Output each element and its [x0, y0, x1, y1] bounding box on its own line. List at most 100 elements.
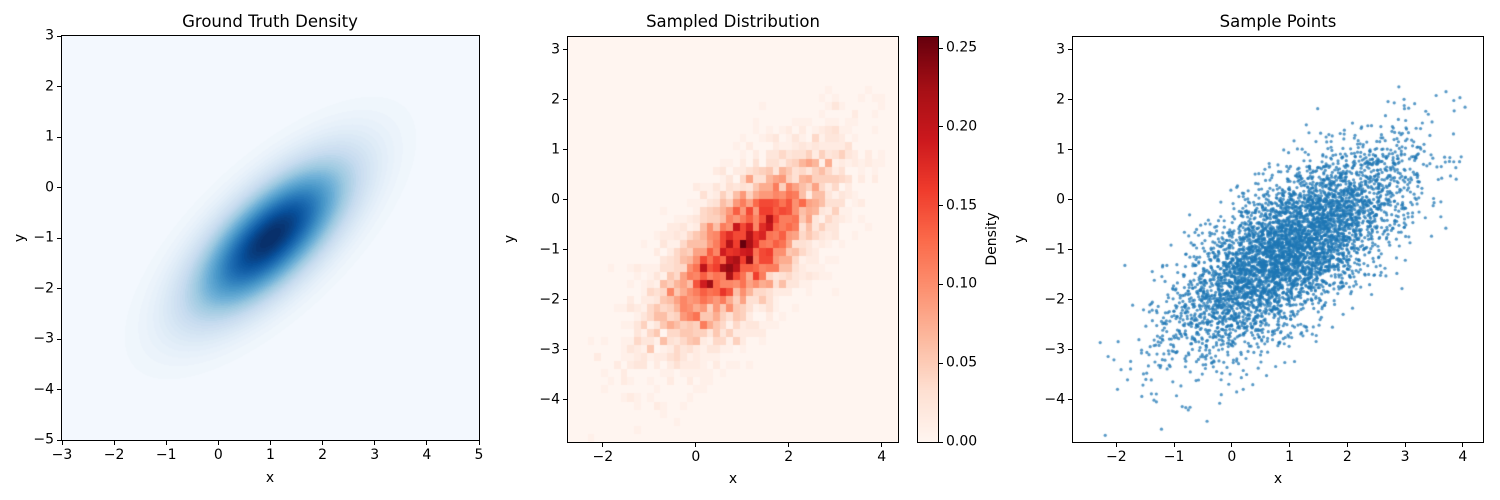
y-tick-mark [57, 86, 61, 87]
y-tick-label: −3 [539, 341, 560, 357]
plot2-xlabel: x [728, 471, 738, 487]
x-tick-label: 4 [1458, 449, 1468, 465]
y-tick-label: −1 [539, 241, 560, 257]
y-tick-label: −2 [539, 291, 560, 307]
x-tick-mark [270, 441, 271, 445]
y-tick-mark [563, 99, 567, 100]
y-tick-mark [1068, 349, 1072, 350]
y-tick-label: 1 [551, 141, 560, 157]
y-tick-label: −2 [33, 280, 54, 296]
x-tick-mark [1289, 443, 1291, 447]
colorbar-tick-label: 0.00 [946, 433, 978, 450]
x-tick-mark [165, 441, 167, 445]
x-tick-mark [1404, 443, 1406, 447]
x-tick-label: 2 [784, 449, 794, 465]
x-tick-mark [1173, 443, 1175, 447]
colorbar-tick-mark [939, 126, 943, 128]
y-tick-label: 3 [1056, 41, 1065, 57]
y-tick-label: −5 [33, 431, 54, 448]
x-tick-label: 0 [213, 447, 223, 463]
x-tick-mark [1115, 443, 1117, 447]
x-tick-label: −2 [592, 449, 614, 465]
y-tick-label: 0 [1056, 191, 1065, 207]
x-tick-mark [61, 441, 63, 445]
y-tick-mark [563, 299, 567, 300]
x-tick-mark [695, 443, 697, 447]
y-tick-mark [57, 389, 61, 390]
y-tick-label: 1 [45, 128, 54, 145]
y-tick-label: 0 [45, 179, 54, 195]
x-tick-label: 4 [877, 449, 887, 465]
x-tick-mark [217, 441, 219, 445]
x-tick-mark [426, 441, 428, 445]
x-tick-label: 3 [370, 447, 380, 463]
y-tick-label: −3 [1044, 341, 1065, 357]
y-tick-mark [563, 199, 567, 200]
x-tick-mark [374, 441, 376, 445]
plot2-ylabel: y [502, 234, 518, 244]
y-tick-label: −4 [539, 391, 560, 407]
plot2-hist2d-canvas [568, 37, 898, 442]
y-tick-mark [563, 399, 567, 400]
y-tick-mark [563, 49, 567, 50]
x-tick-label: −2 [1105, 449, 1127, 465]
colorbar-tick-mark [939, 283, 943, 285]
x-tick-label: −1 [1163, 449, 1185, 465]
plot3-axes [1072, 36, 1484, 443]
y-tick-mark [563, 249, 567, 250]
x-tick-mark [1346, 443, 1348, 447]
y-tick-label: −4 [1044, 391, 1065, 407]
plot1-axes [61, 35, 480, 441]
x-tick-label: 3 [1400, 449, 1410, 465]
plot1-title: Ground Truth Density [182, 12, 358, 31]
plot3-title: Sample Points [1219, 12, 1337, 31]
y-tick-mark [563, 149, 567, 150]
colorbar-tick-label: 0.20 [946, 118, 978, 135]
x-tick-mark [788, 443, 790, 447]
y-tick-label: −2 [1044, 291, 1065, 307]
x-tick-label: −3 [51, 447, 73, 463]
plot2-title: Sampled Distribution [646, 12, 820, 31]
x-tick-mark [1231, 443, 1233, 447]
x-tick-label: 0 [1227, 449, 1237, 465]
y-tick-label: 3 [45, 27, 54, 44]
y-tick-mark [1068, 49, 1072, 50]
y-tick-label: −1 [1044, 241, 1065, 257]
colorbar-label: Density [984, 212, 1000, 266]
plot2-axes [567, 36, 899, 443]
x-tick-mark [322, 441, 324, 445]
y-tick-mark [57, 237, 61, 239]
colorbar-tick-mark [939, 362, 943, 364]
y-tick-label: 2 [45, 78, 54, 94]
y-tick-label: −3 [33, 330, 54, 347]
y-tick-mark [1068, 199, 1072, 200]
colorbar [917, 36, 939, 443]
x-tick-mark [1462, 443, 1464, 447]
x-tick-label: 4 [422, 447, 432, 463]
colorbar-tick-label: 0.15 [946, 197, 978, 214]
y-tick-mark [57, 136, 61, 138]
y-tick-mark [57, 288, 61, 289]
colorbar-gradient-canvas [918, 37, 938, 442]
y-tick-label: 3 [551, 41, 560, 57]
x-tick-label: −2 [103, 447, 125, 463]
y-tick-mark [1068, 149, 1072, 150]
plot1-density-contour-canvas [62, 36, 479, 440]
x-tick-mark [881, 443, 883, 447]
y-tick-label: 0 [551, 191, 560, 207]
x-tick-label: 5 [474, 447, 484, 463]
y-tick-mark [1068, 249, 1072, 250]
colorbar-tick-label: 0.25 [946, 39, 978, 56]
colorbar-tick-label: 0.05 [946, 354, 978, 371]
y-tick-mark [57, 338, 61, 340]
x-tick-mark [602, 443, 604, 447]
plot3-scatter-canvas [1073, 37, 1483, 442]
y-tick-label: 1 [1056, 141, 1065, 157]
x-tick-label: 2 [1342, 449, 1352, 465]
plot1-ylabel: y [12, 233, 28, 243]
x-tick-mark [113, 441, 115, 445]
plot3-ylabel: y [1012, 234, 1028, 244]
y-tick-label: 2 [1056, 91, 1065, 107]
y-tick-mark [57, 35, 61, 37]
